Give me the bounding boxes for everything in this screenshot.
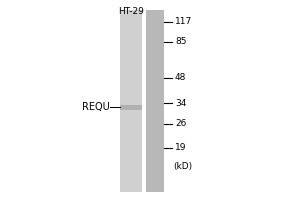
Text: 117: 117 [175,18,192,26]
Text: HT-29: HT-29 [118,7,144,16]
Text: REQU--: REQU-- [82,102,117,112]
Bar [120,10,142,192]
Text: 34: 34 [175,98,186,108]
Bar [120,105,142,110]
Text: 19: 19 [175,144,187,152]
Text: 85: 85 [175,38,187,46]
Text: 26: 26 [175,119,186,129]
Text: 48: 48 [175,73,186,82]
Text: (kD): (kD) [173,162,192,171]
Bar [146,10,164,192]
